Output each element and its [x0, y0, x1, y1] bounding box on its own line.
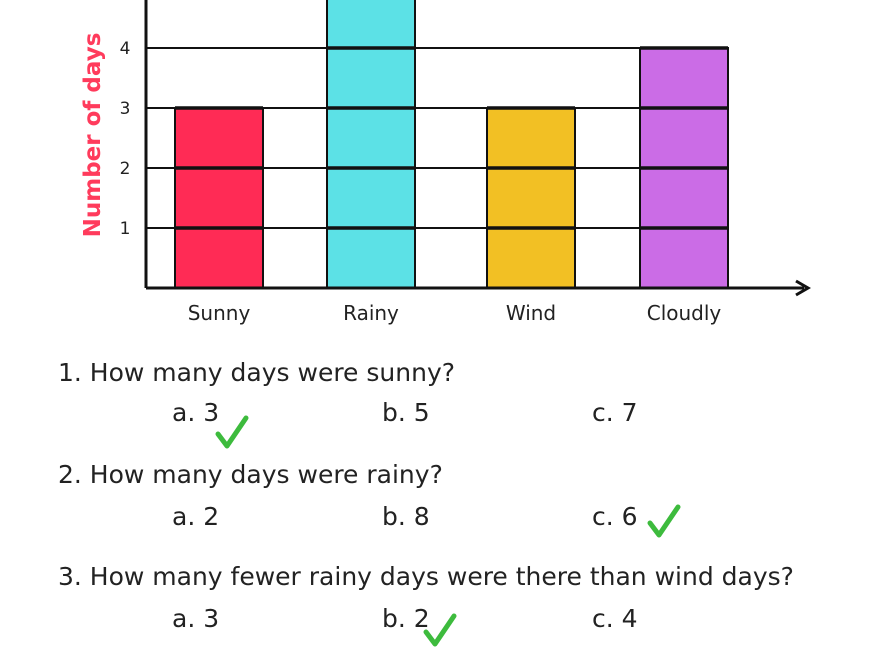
question-3-option-a: a. 3	[172, 604, 220, 633]
chart-x-ticks: Sunny Rainy Wind Cloudly	[188, 301, 722, 325]
question-3: 3. How many fewer rainy days were there …	[58, 562, 794, 591]
checkmark-icon	[215, 415, 249, 449]
x-axis-arrow	[795, 279, 811, 297]
x-tick-label: Rainy	[343, 301, 399, 325]
bar-wind	[486, 107, 576, 289]
question-2-option-b: b. 8	[382, 502, 430, 531]
question-3-option-c: c. 4	[592, 604, 638, 633]
chart-y-ticks: 12345	[120, 39, 131, 239]
x-tick-label: Sunny	[188, 301, 251, 325]
question-2-option-a: a. 2	[172, 502, 220, 531]
question-1-option-b: b. 5	[382, 398, 430, 427]
question-1-option-a: a. 3	[172, 398, 220, 427]
y-axis-label: Number of days	[80, 33, 106, 238]
question-1: 1. How many days were sunny?	[58, 358, 456, 387]
chart-bars	[174, 0, 729, 289]
bar-rainy	[326, 0, 416, 289]
bar-sunny	[174, 107, 264, 289]
x-tick-label: Cloudly	[647, 301, 722, 325]
question-2-option-c: c. 6	[592, 502, 638, 531]
question-2: 2. How many days were rainy?	[58, 460, 443, 489]
y-tick-label: 3	[120, 99, 131, 119]
y-tick-label: 2	[120, 159, 131, 179]
y-tick-label: 4	[120, 39, 131, 59]
question-3-option-b: b. 2	[382, 604, 430, 633]
checkmark-icon	[647, 504, 681, 538]
chart-axes	[144, 0, 811, 297]
x-tick-label: Wind	[506, 301, 556, 325]
y-tick-label: 1	[120, 219, 131, 239]
question-1-option-c: c. 7	[592, 398, 638, 427]
checkmark-icon	[423, 613, 457, 647]
